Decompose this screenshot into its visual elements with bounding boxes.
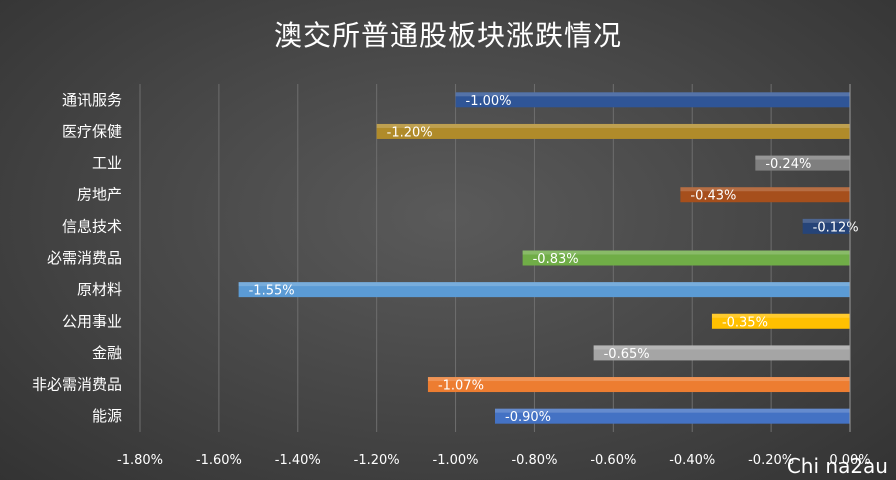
bar-highlight [802, 218, 850, 223]
bar [376, 123, 850, 139]
data-label: -1.55% [249, 284, 295, 299]
data-label: -1.00% [466, 94, 512, 109]
bar-highlight [680, 187, 850, 192]
data-label: -0.12% [813, 220, 859, 235]
data-label: -1.07% [438, 379, 484, 394]
bar-highlight [238, 282, 851, 287]
x-tick-label: -1.60% [196, 453, 242, 468]
category-label: 公用事业 [62, 312, 122, 330]
category-label: 必需消费品 [47, 249, 122, 267]
bar [455, 92, 850, 108]
bar [680, 187, 850, 203]
data-label: -0.35% [722, 315, 768, 330]
bar-highlight [755, 155, 850, 160]
data-label: -0.65% [604, 347, 650, 362]
bar-highlight [522, 250, 850, 255]
category-label: 信息技术 [62, 217, 122, 235]
data-label: -1.20% [387, 125, 433, 140]
x-tick-label: -0.80% [511, 453, 557, 468]
bar-highlight [376, 123, 850, 128]
x-tick-label: -1.00% [433, 453, 479, 468]
category-label: 能源 [92, 407, 122, 425]
bar [802, 218, 850, 234]
bar [495, 408, 850, 424]
category-label: 房地产 [77, 186, 122, 204]
chart-title: 澳交所普通股板块涨跌情况 [273, 19, 622, 52]
data-label: -0.24% [765, 157, 811, 172]
x-tick-label: -0.60% [590, 453, 636, 468]
bar-highlight [711, 313, 850, 318]
data-label: -0.83% [533, 252, 579, 267]
bar-highlight [455, 92, 850, 97]
bar [755, 155, 850, 171]
bar-highlight [427, 377, 850, 382]
data-label: -0.43% [690, 189, 736, 204]
x-tick-label: -1.20% [354, 453, 400, 468]
bar-highlight [593, 345, 850, 350]
x-tick-label: -1.40% [275, 453, 321, 468]
category-label: 通讯服务 [62, 91, 122, 109]
x-tick-label: -0.40% [669, 453, 715, 468]
bar-highlight [495, 408, 850, 413]
data-label: -0.90% [505, 410, 551, 425]
category-label: 工业 [92, 154, 122, 172]
category-label: 医疗保健 [62, 122, 122, 140]
category-label: 原材料 [77, 281, 122, 299]
watermark: Chi na2au [786, 454, 888, 478]
bar [522, 250, 850, 266]
category-label: 金融 [92, 344, 122, 362]
x-tick-label: 0.00% [829, 453, 870, 468]
x-tick-label: -1.80% [117, 453, 163, 468]
bar [238, 282, 851, 298]
bar [711, 313, 850, 329]
category-label: 非必需消费品 [32, 376, 122, 394]
bar [593, 345, 850, 361]
bar [427, 377, 850, 393]
x-tick-label: -0.20% [748, 453, 794, 468]
